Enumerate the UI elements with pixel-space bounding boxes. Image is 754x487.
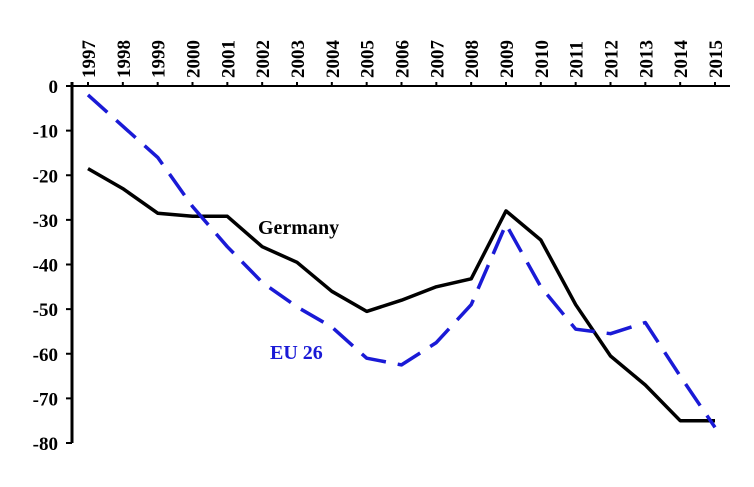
- series-label-eu26: EU 26: [270, 342, 323, 364]
- y-tick-label: -80: [33, 434, 58, 455]
- x-tick-label: 2010: [532, 40, 553, 78]
- y-tick-labels: 0 -10 -20 -30 -40 -50 -60 -70 -80: [33, 77, 58, 455]
- x-tick-label: 2013: [636, 40, 657, 78]
- axes: [66, 82, 730, 444]
- x-tick-label: 2014: [671, 40, 692, 79]
- x-tick-label: 2000: [184, 40, 205, 78]
- y-tick-label: -50: [33, 300, 58, 321]
- x-tick-labels: 1997 1998 1999 2000 2001 2002 2003 2004 2005 2006…: [79, 40, 727, 79]
- series-line-germany: [87, 167, 715, 423]
- series-label-germany: Germany: [258, 217, 339, 239]
- x-tick-label: 2006: [393, 40, 414, 78]
- x-tick-label: 2007: [427, 40, 448, 79]
- x-tick-label: 2005: [358, 40, 379, 78]
- x-tick-label: 2002: [253, 40, 274, 78]
- y-tick-label: -10: [33, 122, 58, 143]
- x-tick-label: 2011: [567, 41, 588, 78]
- x-tick-label: 1999: [149, 40, 170, 78]
- x-tick-label: 2012: [602, 40, 623, 78]
- x-tick-label: 2009: [497, 40, 518, 78]
- y-tick-label: -30: [33, 211, 58, 232]
- x-tick-label: 2004: [323, 40, 344, 79]
- x-tick-label: 1998: [114, 40, 135, 78]
- y-tick-label: -70: [33, 389, 58, 410]
- series-lines: [86, 93, 717, 429]
- y-tick-label: -20: [33, 166, 58, 187]
- x-tick-label: 2015: [706, 40, 727, 78]
- y-tick-label: -40: [33, 256, 58, 277]
- y-tick-label: 0: [49, 77, 59, 98]
- x-tick-label: 2003: [288, 40, 309, 78]
- x-tick-label: 2001: [218, 40, 239, 78]
- x-tick-label: 2008: [462, 40, 483, 78]
- series-line-eu-26: [86, 93, 717, 429]
- x-tick-label: 1997: [79, 40, 100, 79]
- y-tick-label: -60: [33, 345, 58, 366]
